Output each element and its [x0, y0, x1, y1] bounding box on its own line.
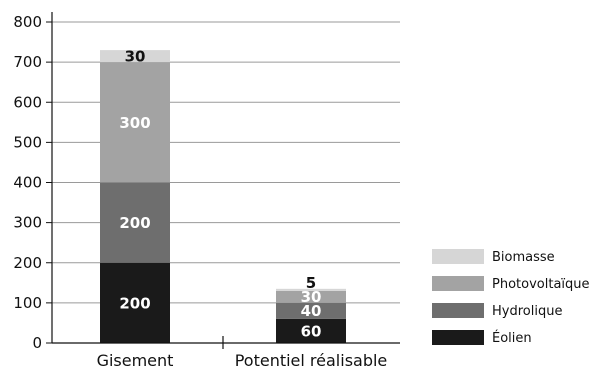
data-label: 200	[119, 294, 150, 312]
data-label: 5	[306, 274, 316, 292]
legend-label: Hydrolique	[492, 304, 562, 319]
legend: Biomasse Photovoltaïque Hydrolique Éolien	[432, 249, 590, 346]
data-label: 30	[301, 288, 322, 306]
data-label: 40	[301, 302, 322, 320]
data-label: 300	[119, 114, 150, 132]
bar-segment	[100, 62, 170, 183]
legend-swatch	[432, 330, 484, 345]
bar-segment	[100, 50, 170, 63]
y-tick-label: 800	[13, 13, 42, 31]
x-axis-categories: Gisement Potentiel réalisable	[97, 351, 388, 370]
bar-segment	[276, 288, 346, 291]
y-tick-label: 600	[13, 93, 42, 111]
x-category-label: Potentiel réalisable	[235, 351, 388, 370]
y-tick-label: 200	[13, 254, 42, 272]
legend-swatch	[432, 276, 484, 291]
data-label: 200	[119, 214, 150, 232]
y-tick-label: 0	[32, 334, 42, 352]
legend-swatch	[432, 249, 484, 264]
data-label: 60	[301, 323, 322, 341]
y-tick-label: 400	[13, 174, 42, 192]
legend-label: Biomasse	[492, 250, 555, 265]
y-axis-ticks: 0 100 200 300 400 500 600 700 800	[13, 13, 52, 352]
bar-segment	[100, 262, 170, 343]
bar-segment	[276, 302, 346, 319]
y-tick-label: 700	[13, 53, 42, 71]
legend-label: Photovoltaïque	[492, 277, 590, 292]
y-tick-label: 100	[13, 294, 42, 312]
axes	[51, 12, 400, 349]
y-tick-label: 300	[13, 214, 42, 232]
data-label: 30	[125, 47, 146, 65]
bar-segment	[276, 290, 346, 303]
bar-segment	[100, 182, 170, 263]
bar-segment	[276, 318, 346, 343]
x-category-label: Gisement	[97, 351, 174, 370]
y-tick-label: 500	[13, 133, 42, 151]
legend-label: Éolien	[492, 330, 532, 346]
legend-swatch	[432, 303, 484, 318]
